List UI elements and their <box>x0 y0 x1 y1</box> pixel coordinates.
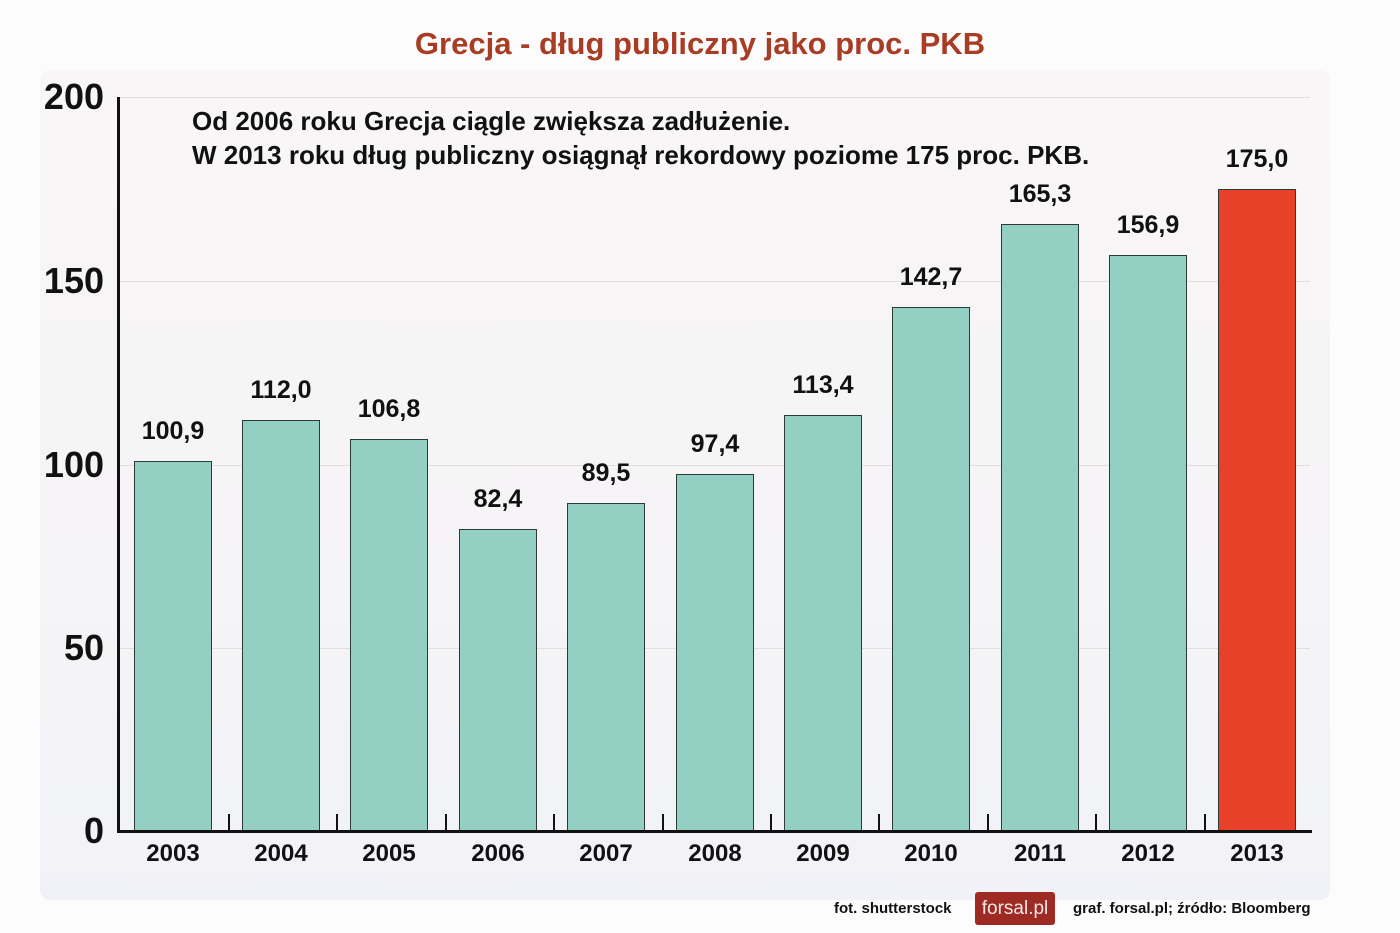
bar-2012 <box>1109 255 1187 831</box>
chart-title: Grecja - dług publiczny jako proc. PKB <box>414 26 986 61</box>
y-tick-label: 100 <box>43 444 104 485</box>
y-axis <box>117 97 120 832</box>
x-tick-mark <box>336 814 338 831</box>
y-tick-label: 0 <box>83 810 104 851</box>
bar-2013 <box>1218 188 1296 831</box>
value-label: 82,4 <box>473 484 523 513</box>
x-axis <box>117 830 1312 833</box>
annotation-line-1: Od 2006 roku Grecja ciągle zwiększa zadł… <box>192 106 791 136</box>
value-label: 112,0 <box>250 375 312 404</box>
x-tick-mark <box>445 814 447 831</box>
x-tick-label: 2008 <box>688 840 742 867</box>
x-tick-mark <box>878 814 880 831</box>
x-tick-mark <box>770 814 772 831</box>
value-label: 100,9 <box>141 416 205 445</box>
x-tick-mark <box>662 814 664 831</box>
x-tick-label: 2012 <box>1121 840 1175 867</box>
gridline-200 <box>120 97 1310 98</box>
gridline-150 <box>120 281 1310 282</box>
x-tick-label: 2007 <box>579 840 633 867</box>
x-tick-label: 2003 <box>146 840 200 867</box>
y-tick-label: 50 <box>63 627 104 668</box>
bar-2007 <box>567 502 645 831</box>
value-label: 89,5 <box>581 458 631 487</box>
gridline-100 <box>120 465 1310 466</box>
x-tick-label: 2010 <box>904 840 958 867</box>
y-tick-label: 200 <box>43 76 104 117</box>
value-label: 106,8 <box>357 395 421 424</box>
chart-annotation: Od 2006 roku Grecja ciągle zwiększa zadł… <box>192 104 1089 172</box>
bar-2008 <box>676 473 754 831</box>
x-tick-label: 2004 <box>254 840 308 867</box>
bar-2011 <box>1001 224 1079 831</box>
bar-2005 <box>350 439 428 831</box>
bar-2010 <box>892 307 970 831</box>
x-tick-mark <box>1095 814 1097 831</box>
annotation-line-2: W 2013 roku dług publiczny osiągnął reko… <box>192 140 1090 170</box>
source-credit: graf. forsal.pl; źródło: Bloomberg <box>1073 900 1311 917</box>
x-tick-label: 2013 <box>1230 840 1284 867</box>
value-label: 113,4 <box>792 370 854 399</box>
x-tick-mark <box>553 814 555 831</box>
bar-2004 <box>242 419 320 831</box>
value-label: 165,3 <box>1008 180 1072 209</box>
x-tick-label: 2009 <box>796 840 850 867</box>
x-tick-mark <box>228 814 230 831</box>
bar-2003 <box>134 460 212 831</box>
photo-credit: fot. shutterstock <box>834 900 952 917</box>
bar-2006 <box>459 528 537 831</box>
value-label: 156,9 <box>1116 211 1180 240</box>
bar-2009 <box>784 414 862 831</box>
forsal-logo: forsal.pl <box>975 892 1055 925</box>
x-tick-label: 2006 <box>471 840 525 867</box>
value-label: 97,4 <box>690 429 740 458</box>
x-tick-mark <box>987 814 989 831</box>
value-label: 175,0 <box>1225 144 1289 173</box>
y-tick-label: 150 <box>43 260 104 301</box>
x-tick-label: 2005 <box>362 840 416 867</box>
x-tick-label: 2011 <box>1013 840 1067 867</box>
x-tick-mark <box>1204 814 1206 831</box>
value-label: 142,7 <box>899 263 963 292</box>
